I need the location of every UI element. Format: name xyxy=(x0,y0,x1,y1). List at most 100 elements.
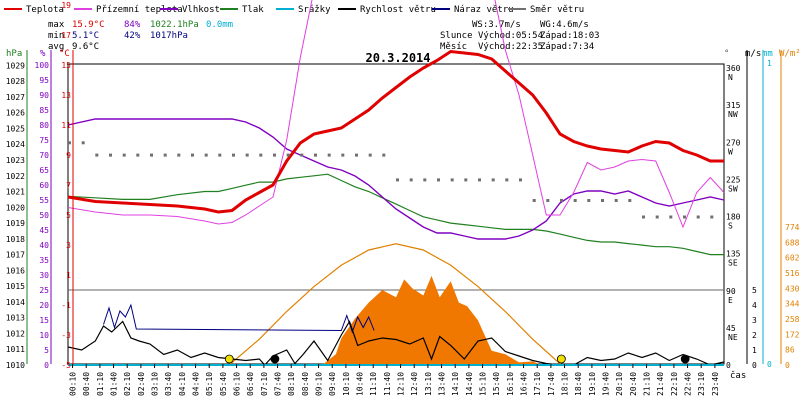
moonset: Západ:7:34 xyxy=(540,42,594,52)
tick-time: 14:40 xyxy=(465,372,474,396)
tick-time: 06:10 xyxy=(233,372,242,396)
tick-time: 13:40 xyxy=(438,372,447,396)
tick-solar: 258 xyxy=(785,315,800,324)
tick-wind-speed: 1 xyxy=(752,346,757,355)
tick-time: 18:40 xyxy=(574,372,583,396)
series-lines xyxy=(67,0,725,366)
tick-solar: 344 xyxy=(785,300,800,309)
wind-direction-point xyxy=(300,153,304,157)
sun-moon-markers xyxy=(224,354,690,364)
tick-time: 19:10 xyxy=(588,372,597,396)
wind-direction-point xyxy=(150,153,153,157)
wind-direction-point xyxy=(491,178,495,182)
wind-direction-point xyxy=(232,153,235,157)
tick-solar: 172 xyxy=(785,330,800,339)
tick-time: 19:40 xyxy=(602,372,611,396)
tick-temperature: -5 xyxy=(61,361,71,370)
wind-direction-point xyxy=(273,153,276,157)
tick-wind-direction: 0 xyxy=(726,361,731,370)
series-ground-temperature xyxy=(67,0,725,229)
tick-humidity: 15 xyxy=(39,316,49,325)
tick-time: 08:10 xyxy=(287,372,296,396)
tick-time: 23:40 xyxy=(711,372,720,396)
wind-direction-point xyxy=(204,153,208,157)
tick-time: 21:10 xyxy=(643,372,652,396)
stats-min-label: min xyxy=(48,31,64,41)
stats-avg-temp: 9.6°C xyxy=(72,42,99,52)
tick-humidity: 65 xyxy=(39,166,49,175)
tick-solar: 688 xyxy=(785,238,800,247)
stats-min-hum: 42% xyxy=(124,31,141,41)
series-wind-gust xyxy=(103,303,375,334)
tick-solar: 602 xyxy=(785,254,800,263)
tick-time: 22:40 xyxy=(684,372,693,396)
tick-time: 18:10 xyxy=(561,372,570,396)
wind-direction-point xyxy=(642,215,645,219)
tick-wind-direction: 45 xyxy=(726,324,736,333)
stats-block: max 15.9°C 84% 1022.1hPa 0.0mm min 5.1°C… xyxy=(48,20,233,52)
sun-label: Slunce xyxy=(440,31,473,41)
tick-wind-direction-name: E xyxy=(728,296,733,305)
axis-title-degrees: ° xyxy=(724,49,729,59)
tick-pressure: 1027 xyxy=(6,93,25,102)
tick-humidity: 80 xyxy=(39,121,49,130)
moon-label: Měsíc xyxy=(440,42,467,52)
tick-time: 20:40 xyxy=(629,372,638,396)
wind-direction-point xyxy=(710,215,714,219)
tick-solar: 774 xyxy=(785,223,800,232)
tick-time: 00:10 xyxy=(69,372,78,396)
tick-pressure: 1017 xyxy=(6,251,25,260)
axis-title-celsius: °C xyxy=(59,49,70,59)
legend-label: Náraz větru xyxy=(454,5,514,15)
wind-direction-point xyxy=(696,215,700,219)
tick-humidity: 40 xyxy=(39,241,49,250)
wind-direction-point xyxy=(355,153,358,157)
wind-gust-avg: WG:4.6m/s xyxy=(540,20,589,30)
solar-radiation-area xyxy=(228,243,562,366)
wind-direction-point xyxy=(573,199,577,202)
wind-direction-point xyxy=(136,153,140,157)
wind-direction-point xyxy=(505,178,509,182)
tick-wind-speed: 5 xyxy=(752,286,757,295)
tick-time: 22:10 xyxy=(670,372,679,396)
tick-wind-speed: 4 xyxy=(752,301,757,310)
tick-time: 11:10 xyxy=(369,372,378,396)
tick-temperature: 9 xyxy=(66,151,71,160)
tick-pressure: 1016 xyxy=(6,266,25,275)
wind-direction-point xyxy=(532,199,536,202)
tick-time: 00:40 xyxy=(82,372,91,396)
chart-date-title: 20.3.2014 xyxy=(365,51,430,65)
wind-direction-point xyxy=(286,153,290,157)
wind-direction-point xyxy=(669,215,673,219)
axis-title-mm: mm xyxy=(762,49,773,59)
wind-direction-point xyxy=(314,153,317,157)
tick-pressure: 1012 xyxy=(6,329,25,338)
tick-pressure: 1020 xyxy=(6,203,25,212)
tick-time: 04:40 xyxy=(192,372,201,396)
wind-direction-point xyxy=(81,141,85,145)
wind-direction-point xyxy=(191,153,194,157)
axis-titles: hPa % °C ° m/s mm W/m² čas xyxy=(6,49,800,381)
wind-direction-point xyxy=(245,153,249,157)
wind-direction-point xyxy=(218,153,222,157)
tick-time: 10:40 xyxy=(356,372,365,396)
tick-humidity: 50 xyxy=(39,211,49,220)
legend-label: Teplota xyxy=(26,5,64,15)
sunset-marker xyxy=(556,354,566,364)
legend-label: Rychlost větru xyxy=(360,5,436,15)
tick-pressure: 1011 xyxy=(6,345,25,354)
axes: 1010101110121013101410151016101710181019… xyxy=(6,1,800,396)
tick-time: 16:10 xyxy=(506,372,515,396)
tick-time: 02:10 xyxy=(123,372,132,396)
wind-direction-point xyxy=(68,141,71,145)
series-pressure xyxy=(67,173,724,256)
tick-wind-direction: 315 xyxy=(726,101,741,110)
tick-humidity: 35 xyxy=(39,256,49,265)
moonset-marker xyxy=(270,354,280,364)
tick-temperature: 15 xyxy=(61,61,71,70)
stats-avg-label: avg xyxy=(48,42,64,52)
moonrise: Východ:22:35 xyxy=(478,42,543,52)
sunrise-marker xyxy=(224,354,234,364)
tick-temperature: -3 xyxy=(61,331,71,340)
wind-direction-point xyxy=(122,153,126,157)
